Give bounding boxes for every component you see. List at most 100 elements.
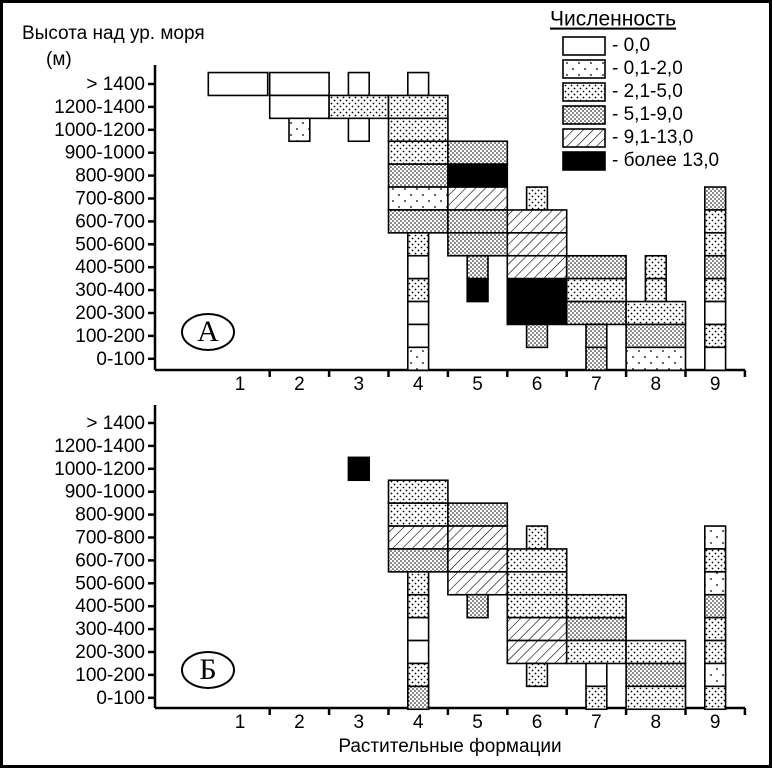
legend-label: - 9,1-13,0	[612, 127, 693, 148]
abundance-cell	[466, 277, 489, 303]
abundance-cell	[704, 277, 727, 303]
abundance-cell	[704, 346, 727, 372]
abundance-cell	[288, 117, 311, 143]
abundance-cell	[506, 593, 568, 619]
x-tick-label: 8	[651, 374, 662, 395]
y-tick-label: 1000-1200	[54, 459, 145, 480]
x-tick-label: 6	[532, 374, 543, 395]
abundance-cell	[407, 593, 430, 619]
abundance-cell	[347, 117, 370, 143]
abundance-cell	[704, 186, 727, 211]
abundance-cell	[704, 616, 727, 642]
y-tick-label: 400-500	[75, 257, 145, 278]
abundance-cell	[625, 346, 687, 372]
legend-swatch	[562, 151, 606, 171]
abundance-cell	[704, 548, 727, 573]
y-tick-label: 1000-1200	[54, 120, 145, 141]
y-tick-label: 600-700	[75, 211, 145, 232]
panel-label-ring	[181, 651, 235, 689]
abundance-cell	[506, 616, 568, 642]
abundance-cell	[207, 71, 269, 97]
abundance-cell	[585, 662, 608, 688]
abundance-cell	[387, 548, 449, 573]
abundance-cell	[644, 254, 667, 280]
abundance-cell	[625, 323, 687, 349]
legend-swatch	[562, 105, 606, 125]
x-tick-label: 8	[651, 712, 662, 733]
panel-label-ring	[181, 313, 235, 351]
y-tick-label: > 1400	[86, 413, 145, 434]
y-tick-label: 200-300	[75, 642, 145, 663]
x-tick-label: 1	[235, 374, 246, 395]
abundance-cell	[387, 525, 449, 550]
y-tick-label: 900-1000	[65, 482, 145, 503]
abundance-cell	[506, 571, 568, 596]
abundance-cell	[407, 71, 430, 97]
abundance-cell	[625, 662, 687, 688]
abundance-cell	[565, 277, 627, 303]
x-tick-label: 3	[354, 712, 365, 733]
abundance-cell	[704, 209, 727, 234]
abundance-cell	[704, 232, 727, 257]
y-tick-label: 600-700	[75, 550, 145, 571]
y-tick-label: 1200-1400	[54, 97, 145, 118]
legend-label: - более 13,0	[612, 150, 719, 171]
abundance-cell	[407, 662, 430, 688]
abundance-cell	[387, 502, 449, 527]
abundance-cell	[704, 593, 727, 619]
abundance-cell	[525, 186, 549, 211]
legend-title: Численность	[550, 8, 676, 31]
abundance-cell	[506, 639, 568, 665]
legend-label: - 5,1-9,0	[612, 104, 683, 125]
abundance-cell	[625, 639, 687, 665]
abundance-cell	[387, 140, 449, 165]
abundance-cell	[268, 94, 330, 120]
panel-label: Б	[199, 653, 216, 686]
abundance-cell	[447, 502, 509, 527]
abundance-cell	[704, 571, 727, 596]
x-tick-label: 6	[532, 712, 543, 733]
x-tick-label: 7	[591, 712, 602, 733]
legend-swatch	[562, 128, 606, 148]
y-tick-label: 0-100	[96, 688, 145, 709]
y-tick-label: 0-100	[96, 349, 145, 370]
abundance-cell	[704, 300, 727, 326]
panel-label: А	[197, 315, 219, 348]
y-tick-label: 700-800	[75, 189, 145, 210]
y-tick-label: 100-200	[75, 326, 145, 347]
x-title: Растительные формации	[338, 736, 561, 757]
abundance-cell	[506, 300, 568, 326]
abundance-cell	[506, 548, 568, 573]
y-tick-label: 800-900	[75, 166, 145, 187]
x-tick-label: 1	[235, 712, 246, 733]
abundance-cell	[407, 639, 430, 665]
legend-label: - 0,0	[612, 35, 650, 56]
x-tick-label: 4	[413, 712, 424, 733]
abundance-cell	[506, 277, 568, 303]
x-tick-label: 3	[354, 374, 365, 395]
y-tick-label: 900-1000	[65, 143, 145, 164]
abundance-cell	[407, 616, 430, 642]
x-tick-label: 2	[294, 712, 305, 733]
abundance-cell	[506, 232, 568, 257]
abundance-cell	[407, 277, 430, 303]
x-tick-label: 4	[413, 374, 424, 395]
y-tick-label: 100-200	[75, 665, 145, 686]
abundance-cell	[585, 346, 608, 372]
y-tick-label: 400-500	[75, 596, 145, 617]
abundance-cell	[387, 163, 449, 188]
abundance-cell	[466, 254, 489, 280]
abundance-cell	[704, 685, 727, 711]
abundance-cell	[387, 117, 449, 143]
x-tick-label: 9	[710, 374, 721, 395]
abundance-cell	[347, 71, 370, 97]
abundance-cell	[347, 456, 370, 482]
abundance-cell	[466, 593, 489, 619]
y-tick-label: 800-900	[75, 505, 145, 526]
abundance-cell	[585, 685, 608, 711]
abundance-cell	[506, 209, 568, 234]
x-tick-label: 9	[710, 712, 721, 733]
y-tick-label: 300-400	[75, 280, 145, 301]
legend-swatch	[562, 36, 606, 56]
